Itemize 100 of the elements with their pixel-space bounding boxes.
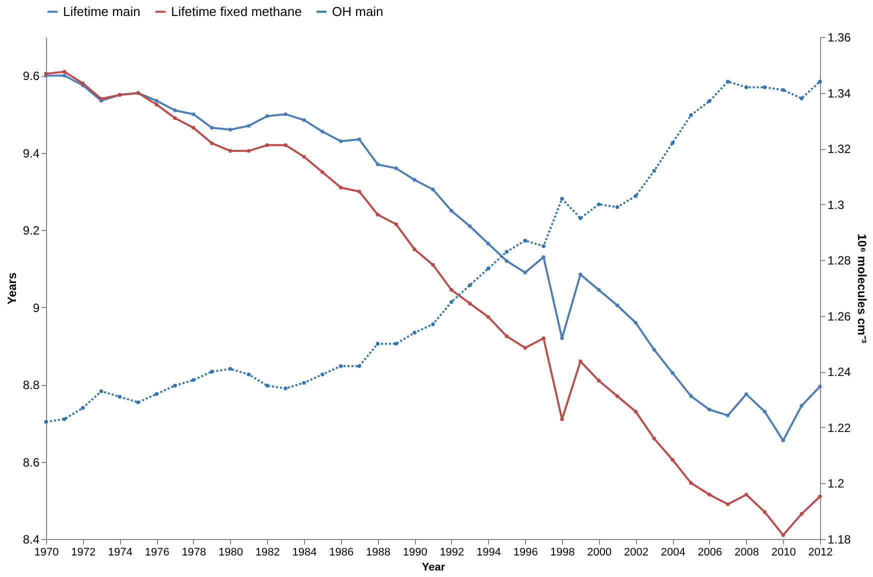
point — [99, 389, 104, 394]
point — [560, 196, 564, 201]
point — [450, 288, 454, 292]
x-tick-label: 1980 — [218, 546, 244, 558]
point — [338, 186, 343, 190]
point — [542, 255, 546, 259]
x-tick-label: 1974 — [108, 546, 132, 558]
point — [689, 394, 693, 398]
point — [504, 259, 509, 263]
y-axis-title: Years — [4, 272, 19, 305]
point — [154, 102, 158, 106]
point — [431, 262, 435, 267]
point — [357, 190, 362, 194]
point — [762, 410, 767, 414]
x-tick-label: 1988 — [366, 546, 390, 558]
point — [652, 436, 656, 440]
point — [376, 162, 380, 166]
x-tick-label: 2008 — [734, 546, 760, 558]
point — [670, 371, 674, 375]
x-tick-label: 2012 — [808, 546, 833, 558]
point — [284, 143, 288, 147]
y2-tick-label: 1.18 — [828, 532, 852, 546]
point — [708, 408, 712, 412]
point — [800, 404, 804, 408]
point — [708, 99, 712, 104]
y2-tick-label: 1.22 — [828, 420, 852, 435]
point — [210, 141, 214, 146]
point — [265, 384, 270, 388]
x-tick-label: 2010 — [771, 546, 796, 558]
point — [670, 141, 674, 145]
point — [542, 244, 546, 248]
x-tick-label: 2006 — [698, 546, 722, 558]
y2-tick-label: 1.2 — [828, 476, 845, 491]
point — [62, 74, 66, 78]
point — [634, 320, 638, 325]
point — [523, 270, 528, 274]
point — [228, 367, 232, 371]
point — [338, 364, 343, 368]
point — [744, 392, 748, 396]
point — [338, 139, 343, 144]
point — [468, 224, 472, 228]
point — [412, 178, 416, 182]
x-tick-label: 1970 — [34, 546, 59, 558]
point — [560, 336, 564, 340]
point — [596, 378, 601, 383]
point — [818, 384, 822, 388]
point — [744, 492, 748, 496]
point — [210, 370, 214, 374]
y-tick-label: 8.8 — [22, 378, 40, 392]
point — [578, 216, 582, 220]
point — [800, 96, 804, 100]
point — [376, 342, 380, 346]
point — [173, 116, 177, 120]
point — [689, 481, 693, 485]
point — [726, 414, 730, 418]
point — [173, 108, 177, 112]
point — [246, 372, 251, 376]
y2-tick-label: 1.24 — [828, 365, 852, 380]
point — [118, 394, 122, 399]
y2-tick-label: 1.26 — [828, 309, 852, 324]
y2-axis-title: 10⁶ molecules cm⁻³ — [854, 234, 869, 344]
point — [450, 208, 454, 213]
x-tick-label: 1978 — [182, 546, 206, 558]
point — [486, 266, 490, 270]
legend-label: Lifetime main — [63, 4, 140, 19]
point — [708, 492, 712, 496]
point — [431, 188, 435, 192]
point — [523, 346, 528, 350]
x-axis-title: Year — [422, 562, 446, 574]
point — [302, 380, 306, 385]
point — [818, 494, 822, 498]
y2-tick-label: 1.34 — [828, 86, 852, 100]
point — [320, 170, 324, 174]
point — [154, 392, 158, 396]
point — [192, 126, 196, 130]
x-tick-label: 1996 — [513, 546, 538, 558]
point — [486, 242, 490, 246]
point — [320, 372, 324, 376]
legend-label: Lifetime fixed methane — [171, 4, 302, 19]
point — [504, 250, 509, 254]
point — [62, 417, 66, 421]
y-tick-label: 8.4 — [22, 532, 40, 546]
point — [394, 342, 398, 346]
x-tick-label: 1998 — [550, 546, 575, 558]
point — [486, 315, 490, 319]
point — [596, 288, 601, 292]
point — [265, 114, 270, 118]
point — [412, 330, 416, 334]
point — [192, 378, 196, 382]
point — [412, 248, 416, 252]
x-tick-label: 1986 — [329, 546, 354, 558]
point — [634, 410, 638, 414]
point — [302, 118, 306, 122]
point — [246, 149, 251, 153]
point — [394, 166, 398, 170]
point — [560, 417, 564, 422]
point — [523, 238, 528, 242]
y-tick-label: 9.6 — [22, 69, 40, 84]
point — [578, 272, 582, 276]
y2-tick-label: 1.3 — [828, 198, 845, 212]
